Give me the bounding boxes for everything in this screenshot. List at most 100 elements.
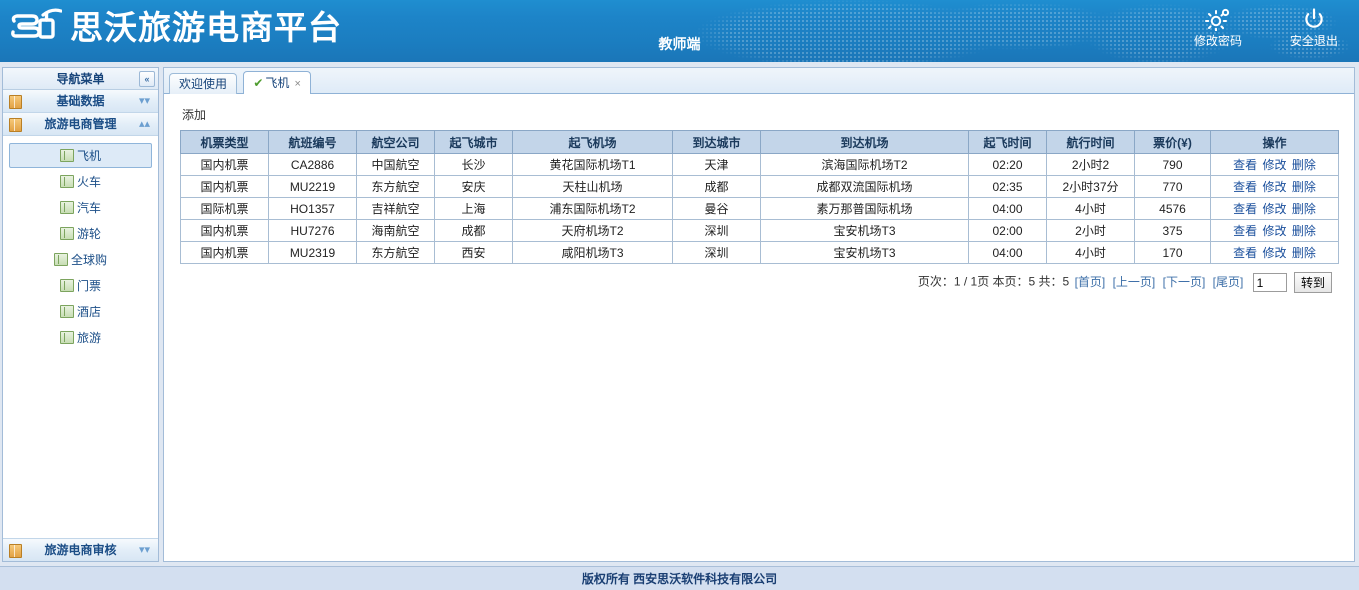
- sidebar-item-cruise[interactable]: 游轮: [9, 221, 152, 246]
- sidebar-item-label: 酒店: [76, 305, 101, 319]
- pagination-summary: 页次：1 / 1页 本页：5 共：5: [917, 274, 1070, 289]
- prev-page-link[interactable]: [上一页]: [1112, 274, 1156, 289]
- page-number-input[interactable]: [1252, 273, 1287, 292]
- cell-flight-no: MU2219: [268, 175, 357, 198]
- sidebar-item-label: 游轮: [76, 227, 101, 241]
- sidebar: 导航菜单 « 基础数据 ▾▾ 旅游电商管理 ▴▴ 飞机 火车 汽车 游轮: [2, 67, 159, 562]
- cell-price: 375: [1134, 219, 1211, 242]
- sidebar-item-hotel[interactable]: 酒店: [9, 299, 152, 324]
- edit-link[interactable]: 修改: [1262, 224, 1287, 238]
- flight-table: 机票类型 航班编号 航空公司 起飞城市 起飞机场 到达城市 到达机场 起飞时间 …: [180, 130, 1339, 264]
- table-header-row: 机票类型 航班编号 航空公司 起飞城市 起飞机场 到达城市 到达机场 起飞时间 …: [180, 130, 1339, 154]
- col-depart-time: 起飞时间: [968, 130, 1047, 154]
- chevron-up-icon: ▴▴: [138, 118, 150, 130]
- table-row[interactable]: 国内机票 HU7276 海南航空 成都 天府机场T2 深圳 宝安机场T3 02:…: [180, 219, 1339, 242]
- table-row[interactable]: 国内机票 MU2219 东方航空 安庆 天柱山机场 成都 成都双流国际机场 02…: [180, 175, 1339, 198]
- delete-link[interactable]: 删除: [1291, 158, 1316, 172]
- change-password-button[interactable]: 修改密码: [1187, 5, 1249, 48]
- sidebar-group-travel-ecommerce[interactable]: 旅游电商管理 ▴▴: [3, 113, 158, 136]
- go-to-page-button[interactable]: 转到: [1293, 272, 1332, 293]
- sidebar-item-plane[interactable]: 飞机: [9, 143, 152, 168]
- cell-price: 4576: [1134, 197, 1211, 220]
- cell-airline: 吉祥航空: [356, 197, 435, 220]
- cell-depart-city: 上海: [434, 197, 513, 220]
- next-page-link[interactable]: [下一页]: [1162, 274, 1206, 289]
- edit-link[interactable]: 修改: [1262, 202, 1287, 216]
- last-page-link[interactable]: [尾页]: [1212, 274, 1244, 289]
- sidebar-item-train[interactable]: 火车: [9, 169, 152, 194]
- cell-depart-city: 长沙: [434, 153, 513, 176]
- view-link[interactable]: 查看: [1233, 180, 1258, 194]
- view-link[interactable]: 查看: [1233, 246, 1258, 260]
- col-flight-no: 航班编号: [268, 130, 357, 154]
- sidebar-group-label: 旅游电商管理: [44, 117, 117, 131]
- sidebar-item-bus[interactable]: 汽车: [9, 195, 152, 220]
- tab-plane[interactable]: ✔ 飞机 ×: [243, 71, 311, 94]
- module-icon: [59, 201, 74, 214]
- cell-ticket-type: 国内机票: [180, 175, 269, 198]
- edit-link[interactable]: 修改: [1262, 246, 1287, 260]
- cell-depart-airport: 天柱山机场: [512, 175, 673, 198]
- brand-logo[interactable]: 思沃旅游电商平台: [10, 6, 342, 50]
- copyright-text: 版权所有 西安思沃软件科技有限公司: [581, 572, 778, 586]
- module-icon: [59, 227, 74, 240]
- sidebar-item-tickets[interactable]: 门票: [9, 273, 152, 298]
- cell-flight-no: MU2319: [268, 241, 357, 264]
- first-page-link[interactable]: [首页]: [1074, 274, 1106, 289]
- sidebar-group-travel-audit[interactable]: 旅游电商审核 ▾▾: [3, 538, 158, 561]
- delete-link[interactable]: 删除: [1291, 202, 1316, 216]
- cell-flight-no: CA2886: [268, 153, 357, 176]
- module-icon: [59, 305, 74, 318]
- cell-price: 170: [1134, 241, 1211, 264]
- col-price: 票价(¥): [1134, 130, 1211, 154]
- sidebar-title: 导航菜单: [56, 72, 105, 86]
- gear-icon: [1205, 8, 1230, 31]
- table-row[interactable]: 国际机票 HO1357 吉祥航空 上海 浦东国际机场T2 曼谷 素万那普国际机场…: [180, 197, 1339, 220]
- cell-duration: 2小时: [1046, 219, 1135, 242]
- cell-depart-airport: 黄花国际机场T1: [512, 153, 673, 176]
- cell-depart-airport: 天府机场T2: [512, 219, 673, 242]
- cell-arrive-airport: 素万那普国际机场: [760, 197, 969, 220]
- tab-label: 飞机: [265, 76, 290, 90]
- view-link[interactable]: 查看: [1233, 202, 1258, 216]
- delete-link[interactable]: 删除: [1291, 180, 1316, 194]
- close-icon[interactable]: ×: [294, 78, 301, 90]
- module-icon: [59, 279, 74, 292]
- delete-link[interactable]: 删除: [1291, 246, 1316, 260]
- sidebar-menu-list: 飞机 火车 汽车 游轮 全球购 门票 酒店 旅游: [3, 136, 158, 350]
- edit-link[interactable]: 修改: [1262, 180, 1287, 194]
- world-map-pattern: [690, 0, 1359, 62]
- header-actions: 修改密码 安全退出: [1187, 5, 1345, 48]
- power-icon: [1305, 8, 1323, 28]
- cell-arrive-airport: 宝安机场T3: [760, 241, 969, 264]
- delete-link[interactable]: 删除: [1291, 224, 1316, 238]
- view-link[interactable]: 查看: [1233, 224, 1258, 238]
- cell-flight-no: HO1357: [268, 197, 357, 220]
- tab-welcome[interactable]: 欢迎使用: [169, 73, 238, 94]
- logout-button[interactable]: 安全退出: [1283, 5, 1345, 48]
- col-operations: 操作: [1210, 130, 1339, 154]
- cell-depart-time: 02:20: [968, 153, 1047, 176]
- edit-link[interactable]: 修改: [1262, 158, 1287, 172]
- sidebar-item-tour[interactable]: 旅游: [9, 325, 152, 350]
- add-button[interactable]: 添加: [182, 108, 207, 122]
- table-row[interactable]: 国内机票 CA2886 中国航空 长沙 黄花国际机场T1 天津 滨海国际机场T2…: [180, 153, 1339, 176]
- cell-operations: 查看 修改 删除: [1210, 219, 1339, 242]
- col-airline: 航空公司: [356, 130, 435, 154]
- cell-arrive-airport: 滨海国际机场T2: [760, 153, 969, 176]
- cell-depart-time: 04:00: [968, 241, 1047, 264]
- sidebar-item-label: 全球购: [70, 253, 107, 267]
- sidebar-item-label: 汽车: [76, 201, 101, 215]
- col-arrive-city: 到达城市: [672, 130, 761, 154]
- table-row[interactable]: 国内机票 MU2319 东方航空 西安 咸阳机场T3 深圳 宝安机场T3 04:…: [180, 241, 1339, 264]
- content-panel: 欢迎使用 ✔ 飞机 × 添加 机票类型 航班编号 航空公司: [163, 67, 1355, 562]
- chevron-down-icon: ▾▾: [138, 95, 150, 107]
- view-link[interactable]: 查看: [1233, 158, 1258, 172]
- cell-ticket-type: 国内机票: [180, 153, 269, 176]
- sidebar-item-global-shopping[interactable]: 全球购: [9, 247, 152, 272]
- book-icon: [9, 544, 22, 558]
- sidebar-group-basic-data[interactable]: 基础数据 ▾▾: [3, 90, 158, 113]
- sidebar-collapse-icon[interactable]: «: [139, 71, 155, 87]
- pagination-bar: 页次：1 / 1页 本页：5 共：5 [首页] [上一页] [下一页] [尾页]…: [164, 272, 1332, 293]
- sidebar-bottom: 旅游电商审核 ▾▾: [3, 538, 158, 561]
